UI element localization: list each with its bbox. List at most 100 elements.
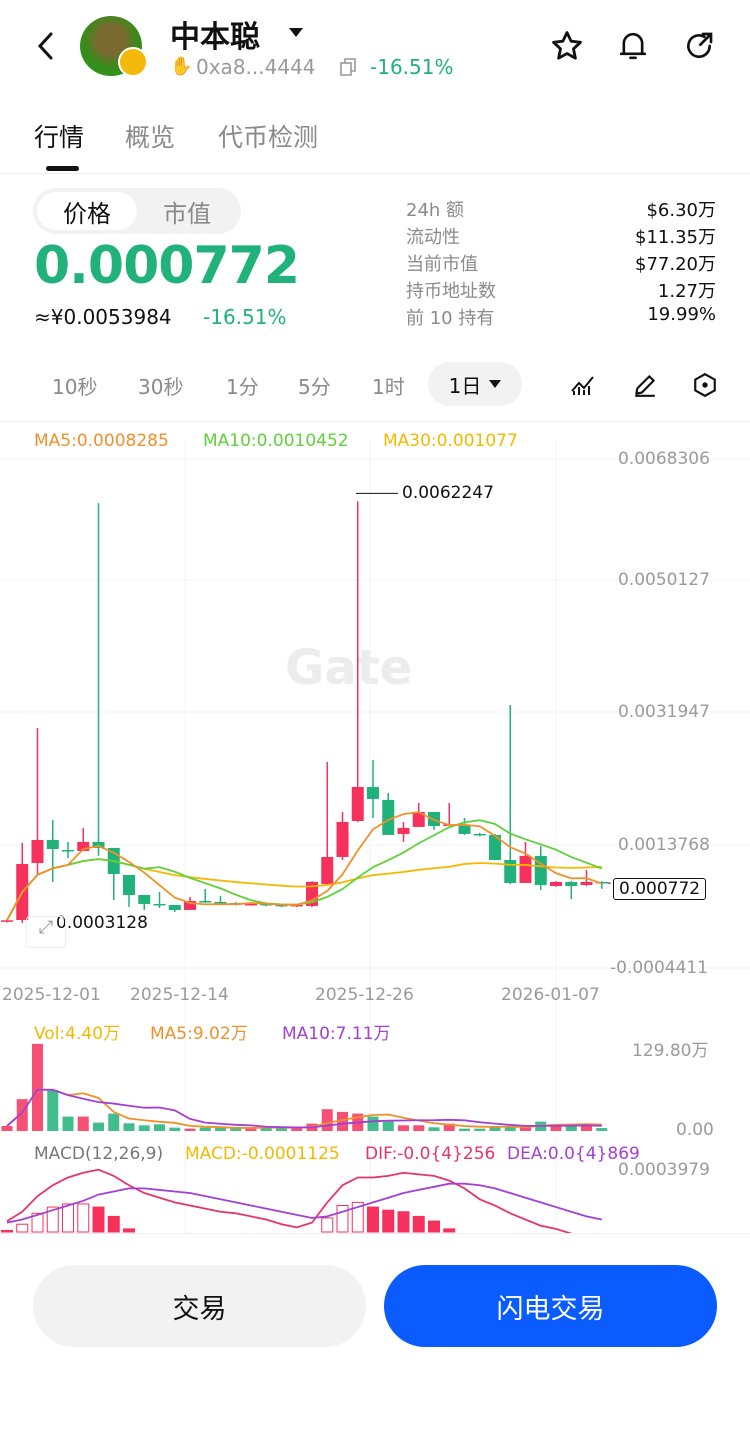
- vol-y-tick: 129.80万: [632, 1041, 709, 1061]
- candle-body: [1, 920, 13, 922]
- copy-icon[interactable]: [340, 58, 356, 76]
- macd-bar: [351, 1201, 364, 1233]
- timeframe-30s[interactable]: 30秒: [138, 375, 184, 399]
- draw-icon[interactable]: [630, 370, 660, 400]
- tab-token-check[interactable]: 代币检测: [218, 123, 319, 152]
- volume-bar: [184, 1128, 196, 1131]
- macd-bar: [16, 1223, 29, 1233]
- volume-bar: [245, 1127, 257, 1131]
- timeframe-10s[interactable]: 10秒: [52, 375, 98, 399]
- x-tick: 2026-01-07: [501, 985, 600, 1005]
- ma5-line: [6, 811, 603, 921]
- candle-body: [260, 903, 273, 906]
- timeframe-5m[interactable]: 5分: [298, 375, 331, 399]
- stat-value: $77.20万: [635, 254, 716, 275]
- tab-overview[interactable]: 概览: [125, 123, 176, 152]
- current-price: 0.000772: [34, 236, 300, 296]
- volume-bar: [550, 1124, 562, 1131]
- macd-bar: [412, 1215, 425, 1233]
- volume-bar: [169, 1127, 181, 1131]
- ma5-legend: MA5:0.0008285: [34, 431, 169, 451]
- macd-bar: [443, 1228, 456, 1233]
- volume-bar: [16, 1099, 28, 1131]
- toggle-price[interactable]: 价格: [37, 192, 137, 230]
- candle-body: [519, 855, 532, 883]
- candle-body: [382, 799, 395, 835]
- volume-bar: [367, 1116, 379, 1131]
- stat-value: $11.35万: [635, 227, 716, 248]
- tab-market[interactable]: 行情: [34, 123, 85, 152]
- dif-legend: DIF:-0.0{4}256: [365, 1144, 496, 1164]
- macd-bar: [31, 1212, 44, 1233]
- candle-body: [153, 903, 166, 906]
- flash-trade-button[interactable]: 闪电交易: [384, 1265, 717, 1347]
- candle-body: [214, 901, 227, 904]
- price-chart[interactable]: [0, 0, 750, 1240]
- candle-body: [184, 901, 196, 910]
- dropdown-icon[interactable]: [289, 28, 303, 37]
- volume-bar: [260, 1127, 272, 1131]
- candle-body: [489, 834, 501, 860]
- macd-bar: [62, 1203, 74, 1233]
- timeframe-1d[interactable]: 1日: [428, 362, 522, 406]
- candle-body: [565, 881, 578, 886]
- macd-bar: [397, 1211, 410, 1233]
- volume-bar: [413, 1125, 425, 1131]
- expand-icon[interactable]: ⤢: [26, 916, 66, 948]
- settings-icon[interactable]: [690, 370, 720, 400]
- volume-bar: [77, 1116, 89, 1131]
- volume-bar: [474, 1128, 486, 1131]
- star-icon[interactable]: [548, 27, 586, 65]
- token-title[interactable]: 中本聪: [170, 20, 260, 55]
- vol-ma5-legend: MA5:9.02万: [150, 1024, 248, 1044]
- macd-bar: [123, 1228, 135, 1233]
- candle-body: [92, 841, 105, 848]
- divider: [0, 173, 750, 174]
- volume-bar: [108, 1113, 120, 1131]
- toggle-market-cap[interactable]: 市值: [163, 199, 211, 228]
- volume-bar: [321, 1109, 333, 1131]
- candle-body: [504, 859, 517, 883]
- max-price-label: 0.0062247: [402, 483, 494, 503]
- macd-bar: [382, 1209, 395, 1233]
- indicator-icon[interactable]: [568, 370, 598, 400]
- x-tick: 2025-12-14: [130, 985, 229, 1005]
- macd-panel: [1, 1168, 602, 1233]
- volume-bar: [93, 1122, 104, 1131]
- volume-bar: [382, 1121, 394, 1131]
- candle-body: [306, 881, 318, 906]
- candle-body: [168, 904, 181, 910]
- bell-icon[interactable]: [614, 27, 652, 65]
- share-icon[interactable]: [680, 27, 718, 65]
- divider: [0, 421, 750, 422]
- back-icon[interactable]: [28, 28, 64, 64]
- stat-label: 当前市值: [406, 254, 478, 275]
- trade-button[interactable]: 交易: [33, 1265, 366, 1347]
- bnb-chain-icon: [118, 47, 148, 77]
- candle-body: [336, 821, 349, 857]
- candle-body: [275, 904, 288, 907]
- x-tick: 2025-12-01: [2, 985, 101, 1005]
- stat-label: 24h 额: [406, 200, 465, 221]
- y-tick: -0.0004411: [610, 958, 709, 978]
- vol-ma10-legend: MA10:7.11万: [282, 1024, 391, 1044]
- y-tick: 0.0031947: [618, 702, 710, 722]
- candle-body: [62, 849, 74, 852]
- volume-bar: [199, 1127, 211, 1131]
- timeframe-1h[interactable]: 1时: [372, 375, 405, 399]
- price-change: -16.51%: [203, 305, 287, 329]
- volume-bar: [520, 1125, 531, 1131]
- candle-body: [77, 841, 90, 851]
- x-tick: 2025-12-26: [315, 985, 414, 1005]
- timeframe-1m[interactable]: 1分: [226, 375, 259, 399]
- price-cny: ≈¥0.0053984: [34, 305, 172, 329]
- volume-bar: [398, 1125, 409, 1131]
- volume-bar: [596, 1128, 608, 1131]
- volume-bar: [428, 1127, 440, 1131]
- candle-body: [473, 833, 486, 836]
- header-change: -16.51%: [370, 55, 454, 79]
- stat-value: 1.27万: [657, 281, 716, 302]
- candle-body: [580, 881, 593, 885]
- stat-label: 前 10 持有: [406, 308, 495, 329]
- volume-bar: [123, 1123, 135, 1131]
